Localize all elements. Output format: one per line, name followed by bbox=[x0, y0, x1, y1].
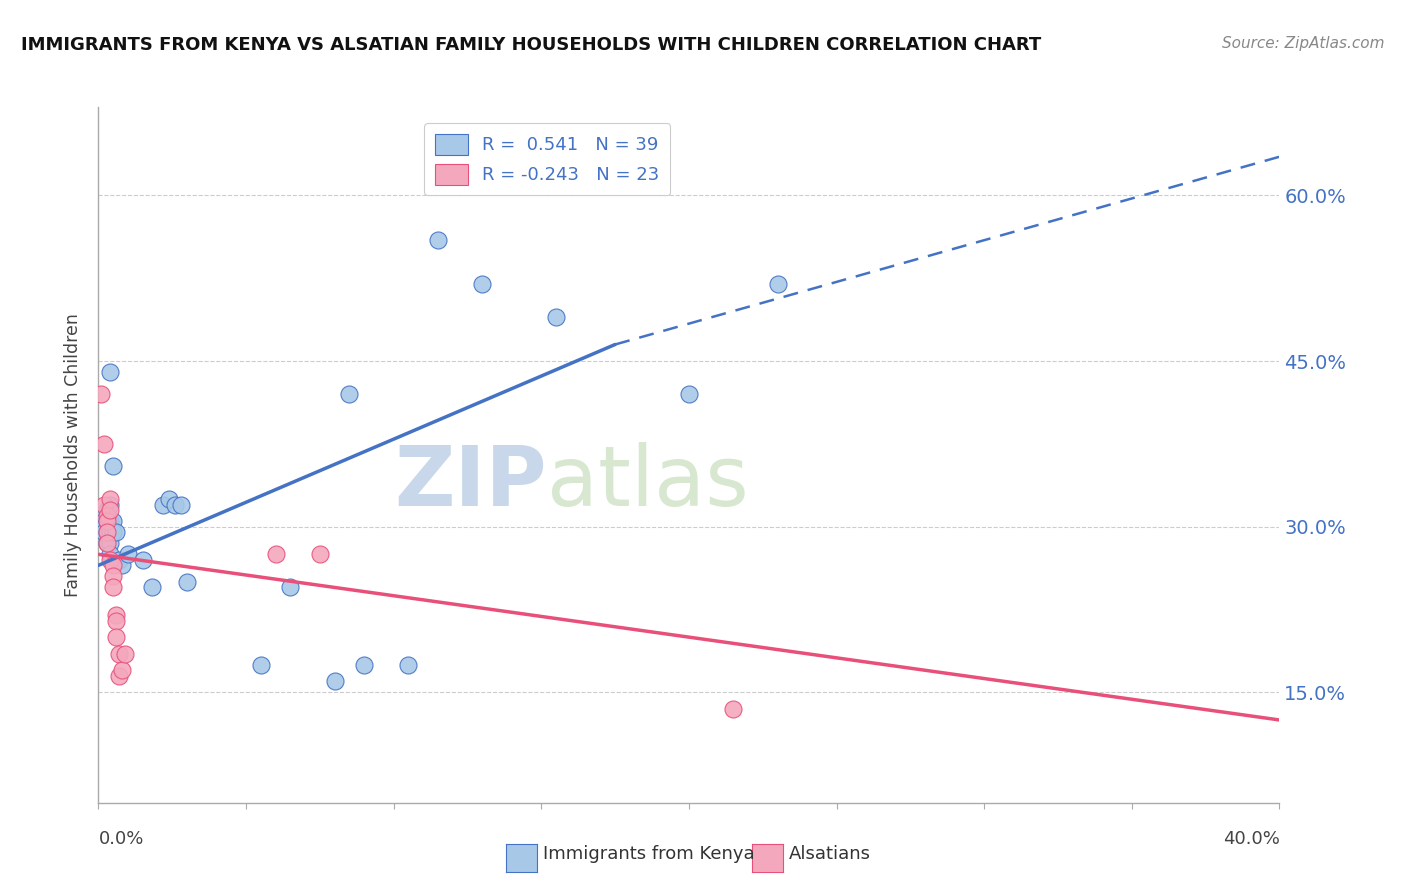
Point bbox=[105, 614, 128, 628]
Point bbox=[93, 498, 115, 512]
Point bbox=[309, 547, 332, 561]
Text: 40.0%: 40.0% bbox=[1223, 830, 1279, 848]
Point bbox=[96, 525, 118, 540]
Point bbox=[98, 492, 121, 507]
Point bbox=[93, 519, 115, 533]
Text: Alsatians: Alsatians bbox=[789, 845, 870, 863]
Point bbox=[108, 553, 131, 567]
Point bbox=[396, 657, 419, 672]
Point bbox=[103, 525, 125, 540]
Point bbox=[98, 525, 121, 540]
Point bbox=[678, 387, 700, 401]
Point bbox=[105, 630, 128, 644]
Point bbox=[93, 525, 115, 540]
Point bbox=[105, 525, 128, 540]
Point bbox=[339, 387, 360, 401]
Point bbox=[766, 277, 789, 291]
Point bbox=[96, 514, 118, 528]
Text: IMMIGRANTS FROM KENYA VS ALSATIAN FAMILY HOUSEHOLDS WITH CHILDREN CORRELATION CH: IMMIGRANTS FROM KENYA VS ALSATIAN FAMILY… bbox=[21, 36, 1042, 54]
Point bbox=[96, 525, 118, 540]
Point bbox=[114, 647, 136, 661]
Point bbox=[250, 657, 273, 672]
Point bbox=[103, 569, 125, 583]
Point bbox=[98, 536, 121, 550]
Point bbox=[105, 608, 128, 623]
Point bbox=[103, 581, 125, 595]
Text: ZIP: ZIP bbox=[395, 442, 547, 524]
Point bbox=[98, 365, 121, 379]
Point bbox=[98, 503, 121, 517]
Point bbox=[111, 663, 134, 677]
Text: atlas: atlas bbox=[547, 442, 749, 524]
Point bbox=[723, 702, 745, 716]
Point bbox=[152, 498, 174, 512]
Point bbox=[157, 492, 180, 507]
Point bbox=[323, 674, 346, 689]
Point bbox=[546, 310, 568, 324]
Point bbox=[103, 458, 125, 473]
Point bbox=[170, 498, 193, 512]
Point bbox=[96, 536, 118, 550]
Point bbox=[141, 581, 163, 595]
Point bbox=[90, 387, 112, 401]
Point bbox=[96, 503, 118, 517]
Text: Immigrants from Kenya: Immigrants from Kenya bbox=[543, 845, 755, 863]
Point bbox=[108, 669, 131, 683]
Point bbox=[96, 514, 118, 528]
Point bbox=[98, 547, 121, 561]
Point bbox=[108, 647, 131, 661]
Point bbox=[165, 498, 187, 512]
Point bbox=[111, 558, 134, 573]
Point bbox=[176, 574, 198, 589]
Point bbox=[132, 553, 155, 567]
Point bbox=[98, 553, 121, 567]
Point bbox=[98, 514, 121, 528]
Point bbox=[427, 233, 450, 247]
Point bbox=[471, 277, 494, 291]
Text: Source: ZipAtlas.com: Source: ZipAtlas.com bbox=[1222, 36, 1385, 51]
Point bbox=[93, 514, 115, 528]
Point bbox=[93, 508, 115, 523]
Point bbox=[264, 547, 287, 561]
Text: 0.0%: 0.0% bbox=[98, 830, 143, 848]
Point bbox=[96, 536, 118, 550]
Point bbox=[353, 657, 375, 672]
Y-axis label: Family Households with Children: Family Households with Children bbox=[65, 313, 83, 597]
Legend: R =  0.541   N = 39, R = -0.243   N = 23: R = 0.541 N = 39, R = -0.243 N = 23 bbox=[425, 123, 671, 195]
Point bbox=[96, 508, 118, 523]
Point bbox=[278, 581, 302, 595]
Point bbox=[98, 498, 121, 512]
Point bbox=[103, 514, 125, 528]
Point bbox=[93, 437, 115, 451]
Point bbox=[117, 547, 139, 561]
Point bbox=[103, 558, 125, 573]
